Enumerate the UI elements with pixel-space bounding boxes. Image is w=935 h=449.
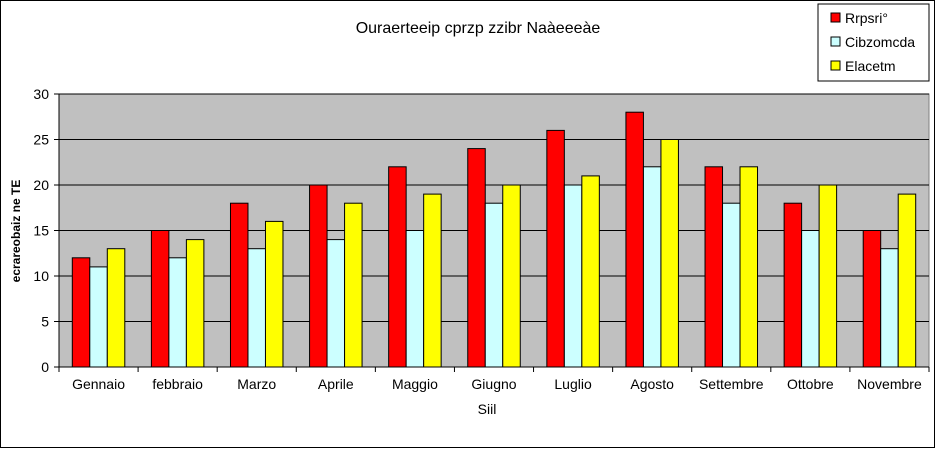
bar-maggio-series-1 [388, 166, 407, 368]
bar-febbraio-series-3 [185, 239, 205, 368]
x-tick-labels: Gennaio febbraio Marzo Aprile Maggio Giugno Lu… [72, 376, 922, 392]
bar-luglio-series-3 [581, 175, 600, 368]
x-tick-label: Giugno [471, 376, 516, 392]
bar-giugno-series-3 [502, 184, 521, 368]
legend-swatch [830, 36, 841, 47]
bar-marzo-series-3 [264, 220, 284, 368]
bar-giugno-series-1 [467, 148, 486, 368]
bar-gennaio-series-3 [106, 248, 126, 368]
bar-novembre-series-2 [880, 248, 899, 368]
y-tick-label: 10 [33, 268, 49, 284]
bar-febbraio-series-1 [150, 230, 170, 368]
bar-ottobre-series-2 [801, 230, 820, 368]
bar-luglio-series-1 [546, 129, 565, 368]
x-tick-label: Novembre [857, 376, 922, 392]
x-tick-label: Maggio [392, 376, 438, 392]
bar-agosto-series-2 [642, 166, 662, 368]
bar-gennaio-series-1 [71, 257, 91, 368]
y-tick-label: 30 [33, 86, 49, 102]
y-tick-label: 15 [33, 223, 49, 239]
x-tick-label: Ottobre [787, 376, 834, 392]
y-tick-labels: 0 5 10 15 20 25 30 [33, 86, 49, 375]
y-tick-label: 5 [41, 314, 49, 330]
bar-settembre-series-1 [704, 166, 724, 368]
x-tick-label: Settembre [699, 376, 764, 392]
bar-maggio-series-2 [405, 230, 425, 368]
bar-ottobre-series-1 [783, 202, 803, 368]
x-tick-label: Agosto [630, 376, 674, 392]
y-tick-label: 25 [33, 132, 49, 148]
chart-title: Ouraerteeip cprzp zzibr Naàeeeàe [356, 20, 601, 37]
y-axis-title: ecrareobaiz ne TE [9, 180, 23, 283]
x-tick-label: febbraio [152, 376, 203, 392]
legend-label: Elacetm [845, 58, 896, 74]
bar-agosto-series-1 [625, 111, 644, 368]
x-tick-label: Aprile [318, 376, 354, 392]
x-axis-title: Siil [478, 401, 497, 417]
bar-marzo-series-2 [247, 248, 266, 368]
legend-label: Rrpsri° [845, 10, 888, 26]
bar-settembre-series-3 [739, 166, 759, 368]
bar-novembre-series-3 [897, 193, 917, 368]
bar-aprile-series-1 [309, 184, 328, 368]
axes [54, 93, 930, 372]
y-tick-label: 0 [41, 359, 49, 375]
x-tick-label: Gennaio [72, 376, 125, 392]
y-tick-label: 20 [33, 177, 49, 193]
x-tick-label: Luglio [554, 376, 592, 392]
bar-novembre-series-1 [862, 230, 882, 368]
legend-swatch [830, 60, 841, 71]
x-tick-label: Marzo [237, 376, 276, 392]
bar-febbraio-series-2 [168, 257, 187, 368]
legend-label: Cibzomcda [845, 34, 915, 50]
legend-swatch [830, 12, 841, 23]
bars [71, 111, 917, 368]
bar-marzo-series-1 [229, 202, 249, 368]
bar-gennaio-series-2 [89, 266, 108, 368]
bar-aprile-series-3 [344, 202, 363, 368]
legend: Rrpsri° Cibzomcda Elacetm [817, 3, 930, 82]
bar-luglio-series-2 [563, 184, 583, 368]
bar-agosto-series-3 [660, 139, 679, 368]
bar-maggio-series-3 [423, 193, 442, 368]
bar-settembre-series-2 [722, 202, 741, 368]
bar-aprile-series-2 [326, 239, 346, 368]
bar-ottobre-series-3 [818, 184, 838, 368]
bar-giugno-series-2 [484, 202, 504, 368]
